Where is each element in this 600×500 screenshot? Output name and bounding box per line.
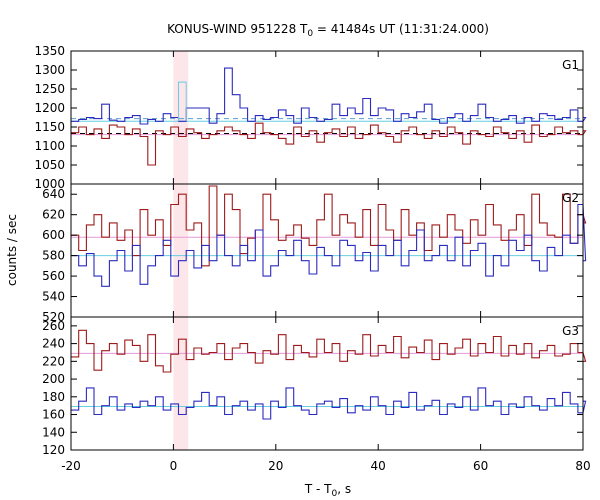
- x-axis-label-sub: 0: [332, 489, 338, 499]
- g1-y-tick-label: 1050: [34, 158, 65, 172]
- x-axis-label: T - T0, s: [304, 482, 351, 499]
- g3-y-tick-label: 120: [42, 443, 65, 457]
- y-axis-label: counts / sec: [5, 214, 19, 286]
- x-tick-label: 0: [170, 459, 178, 473]
- g1-y-tick-label: 1200: [34, 101, 65, 115]
- g2-y-tick-label: 540: [42, 290, 65, 304]
- x-axis-label-rest: , s: [337, 482, 351, 496]
- highlight-band: [173, 51, 189, 450]
- x-tick-label: 20: [268, 459, 283, 473]
- chart-title-rest: = 41484s UT (11:31:24.000): [313, 22, 489, 36]
- x-tick-label: 80: [575, 459, 590, 473]
- g3-y-tick-label: 180: [42, 390, 65, 404]
- g3-y-tick-label: 140: [42, 425, 65, 439]
- g3-frame: [70, 316, 584, 451]
- g3-panel-label: G3: [562, 324, 579, 338]
- chart-title-sub: 0: [307, 29, 313, 39]
- g2-y-tick-label: 520: [42, 310, 65, 324]
- g2-y-tick-label: 640: [42, 187, 65, 201]
- chart-title-main: KONUS-WIND 951228 T: [167, 22, 308, 36]
- g1-y-tick-label: 1250: [34, 82, 65, 96]
- g1-y-tick-label: 1000: [34, 177, 65, 191]
- g3-series-red: [71, 329, 587, 373]
- x-axis-label-main: T - T: [304, 482, 332, 496]
- plot-area: 10001050110011501200125013001350G1520540…: [34, 44, 590, 473]
- x-tick-label: 60: [473, 459, 488, 473]
- g2-series-red: [71, 185, 587, 267]
- g3-y-tick-label: 260: [42, 319, 65, 333]
- g3-y-tick-label: 160: [42, 408, 65, 422]
- g2-y-tick-label: 580: [42, 249, 65, 263]
- g1-y-tick-label: 1100: [34, 139, 65, 153]
- g1-y-tick-label: 1350: [34, 44, 65, 58]
- g3-y-tick-label: 200: [42, 372, 65, 386]
- x-tick-label: 40: [371, 459, 386, 473]
- g3-series-blue: [71, 387, 587, 420]
- g2-series-blue: [71, 203, 587, 287]
- g2-y-tick-label: 560: [42, 269, 65, 283]
- g3-y-tick-label: 240: [42, 337, 65, 351]
- g1-y-tick-label: 1150: [34, 120, 65, 134]
- g1-extra-bin-0: [178, 81, 187, 122]
- x-tick-label: -20: [61, 459, 81, 473]
- g2-y-tick-label: 600: [42, 228, 65, 242]
- g2-y-tick-label: 620: [42, 208, 65, 222]
- g1-panel-label: G1: [562, 58, 579, 72]
- g3-y-tick-label: 220: [42, 354, 65, 368]
- g2-frame: [70, 183, 584, 318]
- g1-series-red: [71, 122, 587, 166]
- g1-series-blue: [71, 67, 587, 125]
- g2-panel-label: G2: [562, 191, 579, 205]
- chart-title: KONUS-WIND 951228 T0 = 41484s UT (11:31:…: [167, 22, 489, 39]
- g1-y-tick-label: 1300: [34, 63, 65, 77]
